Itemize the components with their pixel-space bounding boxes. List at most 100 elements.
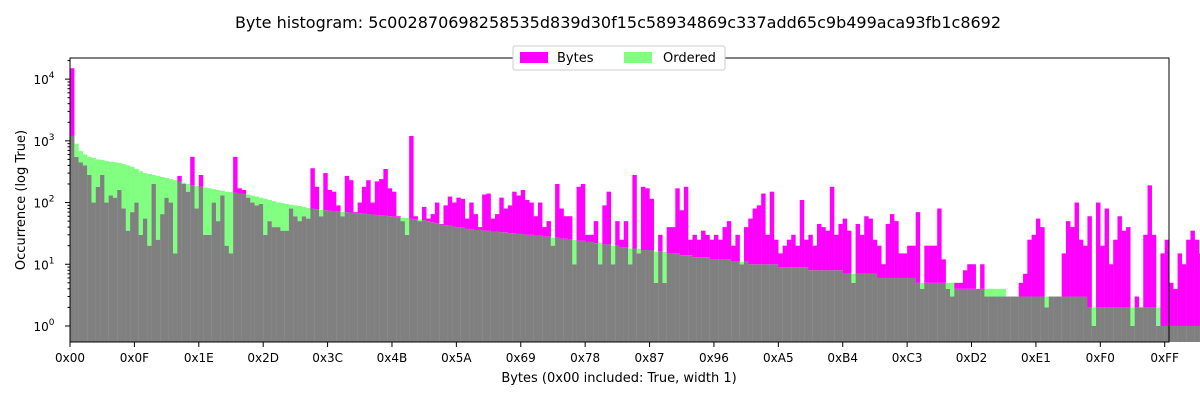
bar-bytes xyxy=(542,227,547,237)
bar-overlap xyxy=(658,251,663,342)
bar-bytes xyxy=(525,200,530,235)
bar-overlap xyxy=(877,277,882,342)
bar-ordered xyxy=(284,203,290,231)
bar-overlap xyxy=(984,296,989,342)
bar-overlap xyxy=(125,230,131,342)
bar-bytes xyxy=(864,216,869,274)
bar-bytes xyxy=(1160,253,1165,326)
bar-overlap xyxy=(181,183,187,342)
bar-bytes xyxy=(443,205,448,226)
bar-ordered xyxy=(1156,307,1161,326)
bar-overlap xyxy=(207,234,212,342)
bar-bytes xyxy=(645,188,650,251)
bar-bytes xyxy=(198,174,204,187)
bar-overlap xyxy=(1138,307,1144,342)
bar-ordered xyxy=(87,156,92,175)
bar-bytes xyxy=(769,191,775,265)
bar-overlap xyxy=(314,209,320,342)
bar-overlap xyxy=(855,273,861,342)
bar-overlap xyxy=(353,212,358,342)
bar-ordered xyxy=(267,200,272,222)
bar-overlap xyxy=(958,288,964,342)
bar-overlap xyxy=(100,174,105,342)
bar-bytes xyxy=(567,216,573,240)
bar-bytes xyxy=(855,223,861,274)
bar-bytes xyxy=(928,245,934,283)
bar-overlap xyxy=(992,296,998,342)
bar-bytes xyxy=(507,205,513,234)
bar-overlap xyxy=(1005,296,1011,342)
bar-overlap xyxy=(731,261,736,342)
bar-ordered xyxy=(121,164,126,209)
bar-ordered xyxy=(572,239,577,265)
bar-overlap xyxy=(1044,307,1049,342)
bar-overlap xyxy=(649,250,654,342)
bar-overlap xyxy=(898,277,903,342)
bar-overlap xyxy=(705,257,710,342)
bar-bytes xyxy=(177,175,182,182)
bar-ordered xyxy=(1001,288,1007,297)
bar-overlap xyxy=(293,216,298,342)
bar-overlap xyxy=(1117,307,1122,342)
bar-overlap xyxy=(572,264,577,342)
bar-bytes xyxy=(602,205,607,245)
bar-bytes xyxy=(632,174,637,249)
bar-ordered xyxy=(984,288,989,297)
bar-overlap xyxy=(241,193,247,342)
bar-bytes xyxy=(537,202,543,236)
bar-overlap xyxy=(692,257,697,342)
bar-overlap xyxy=(452,226,457,342)
bar-ordered xyxy=(220,190,225,196)
bar-overlap xyxy=(383,215,388,342)
bar-bytes xyxy=(1194,239,1200,326)
bar-bytes xyxy=(967,264,972,289)
bar-overlap xyxy=(366,214,371,342)
bar-bytes xyxy=(327,189,333,211)
bar-overlap xyxy=(868,273,873,342)
bar-overlap xyxy=(709,259,715,342)
bar-overlap xyxy=(1027,296,1032,342)
bar-bytes xyxy=(615,221,620,246)
bar-ordered xyxy=(950,282,955,297)
bar-ordered xyxy=(988,288,994,297)
bar-overlap xyxy=(1130,325,1135,342)
chart-title: Byte histogram: 5c002870698258535d839d30… xyxy=(235,13,1001,32)
bar-bytes xyxy=(1147,185,1152,308)
bar-overlap xyxy=(1074,296,1079,342)
y-axis-label: Occurrence (log True) xyxy=(14,130,29,270)
bar-ordered xyxy=(138,171,144,235)
bar-bytes xyxy=(430,214,436,223)
y-tick-label: 102 xyxy=(33,195,54,211)
bar-bytes xyxy=(907,245,912,278)
bar-overlap xyxy=(469,229,474,342)
bar-overlap xyxy=(585,241,590,342)
bar-overlap xyxy=(653,282,659,342)
bar-bytes xyxy=(1096,202,1101,308)
bar-ordered xyxy=(739,261,745,265)
bar-overlap xyxy=(95,186,101,342)
bar-overlap xyxy=(636,253,642,342)
bar-overlap xyxy=(203,234,208,342)
bar-ordered xyxy=(400,217,405,222)
bar-overlap xyxy=(426,221,431,342)
bar-bytes xyxy=(619,239,624,248)
bar-overlap xyxy=(563,238,569,342)
bar-ordered xyxy=(550,237,556,246)
bar-overlap xyxy=(761,264,766,342)
bar-ordered xyxy=(78,151,84,163)
bar-overlap xyxy=(555,237,560,342)
y-tick-label: 104 xyxy=(33,71,54,87)
bar-bytes xyxy=(323,173,328,211)
bar-bytes xyxy=(816,223,822,271)
bar-overlap xyxy=(829,270,835,342)
bar-ordered xyxy=(82,154,88,166)
bar-bytes xyxy=(692,234,697,258)
bar-overlap xyxy=(430,222,436,342)
bar-overlap xyxy=(400,221,405,342)
bar-bytes xyxy=(495,214,500,232)
bar-overlap xyxy=(894,277,899,342)
bar-bytes xyxy=(683,186,689,256)
bar-ordered xyxy=(258,197,264,204)
bar-overlap xyxy=(580,240,586,342)
bar-ordered xyxy=(628,248,633,265)
